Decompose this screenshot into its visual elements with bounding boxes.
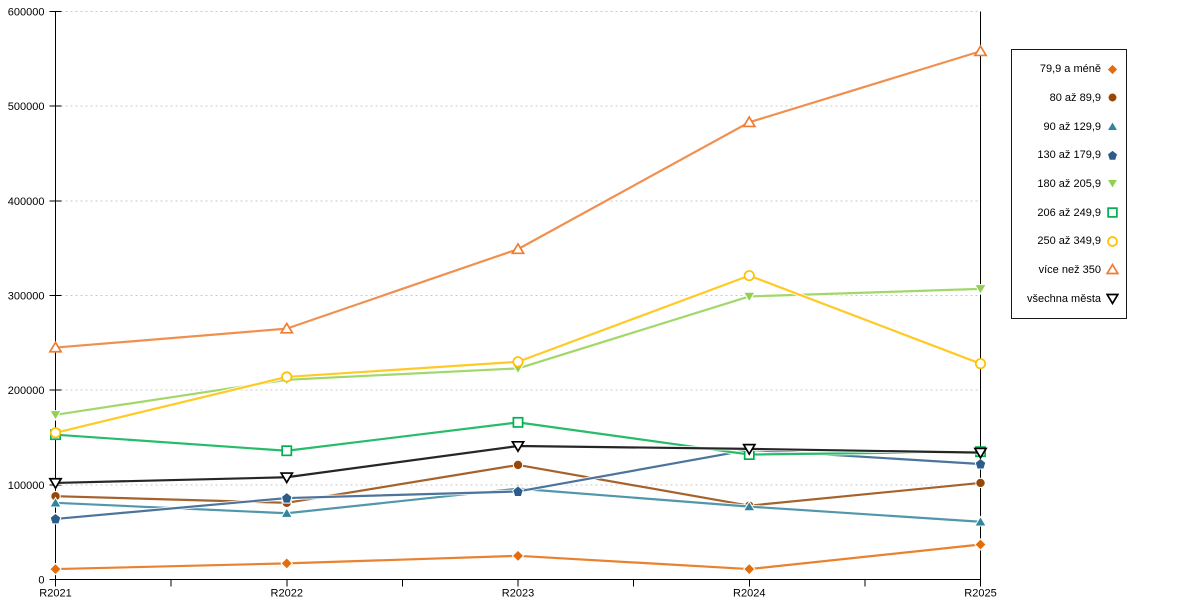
legend-marker-circle-filled-icon (1107, 93, 1118, 103)
data-point-marker (974, 515, 987, 527)
data-point-marker (973, 44, 988, 57)
data-point-marker (510, 440, 526, 453)
data-point-marker (280, 557, 294, 570)
series-8 (48, 440, 988, 490)
x-axis-tick-label: R2023 (502, 588, 534, 600)
legend-item-label: 80 až 89,9 (1049, 91, 1101, 104)
data-point-marker (49, 410, 62, 421)
legend-marker-shape (1106, 63, 1119, 76)
legend-item: 90 až 129,9 (1012, 114, 1126, 140)
data-point-marker (742, 291, 756, 303)
data-point-marker (512, 416, 524, 428)
data-point-marker (742, 500, 756, 512)
data-point-marker (974, 358, 987, 370)
legend-marker-diamond-filled-icon (1106, 63, 1119, 76)
legend-item-label: 250 až 349,9 (1037, 235, 1101, 248)
legend-item: 206 až 249,9 (1012, 200, 1126, 226)
data-point-marker (49, 512, 62, 525)
legend-marker-circle-hollow-icon (1107, 235, 1118, 247)
data-point-marker (512, 356, 524, 368)
series-4 (49, 284, 987, 421)
data-point-marker (49, 427, 62, 439)
data-point-marker (974, 538, 987, 551)
data-point-marker (974, 284, 987, 296)
legend-marker-square-hollow-icon (1107, 207, 1118, 218)
legend-marker-triangle-up-filled-icon (1106, 120, 1119, 132)
series-line (55, 287, 981, 416)
legend-marker-shape (1107, 235, 1118, 247)
data-point-marker (511, 549, 525, 563)
legend-marker-shape (1106, 293, 1119, 306)
legend-marker-triangle-up-hollow-icon (1106, 263, 1119, 275)
x-axis-tick-label: R2025 (964, 588, 996, 600)
legend-marker-triangle-down-hollow-icon (1106, 293, 1119, 306)
legend-item: všechna města (1012, 286, 1126, 312)
data-point-marker (512, 459, 524, 471)
data-point-marker (742, 562, 756, 576)
legend-item: více než 350 (1012, 257, 1126, 283)
legend-item-label: 130 až 179,9 (1037, 149, 1101, 162)
data-point-marker (280, 491, 293, 504)
data-point-marker (279, 472, 294, 485)
data-point-marker (49, 496, 62, 508)
data-point-marker (281, 445, 293, 457)
series-6 (49, 270, 987, 439)
legend-marker-shape (1107, 207, 1118, 218)
legend-item-label: 79,9 a méně (1039, 63, 1101, 76)
legend-item: 250 až 349,9 (1012, 228, 1126, 254)
data-point-marker (973, 447, 988, 460)
y-axis-tick-label: 100000 (8, 480, 45, 492)
axis-labels: 0 100000 200000 300000 400000 500000 600000 R20… (8, 7, 997, 600)
data-point-marker (281, 371, 293, 383)
y-axis-tick-label: 300000 (8, 291, 45, 303)
data-point-marker (48, 340, 63, 353)
legend-marker-triangle-down-filled-icon (1106, 179, 1119, 190)
chart-legend: 79,9 a méně 80 až 89,9 90 až 129,9 130 až 1… (1011, 49, 1127, 319)
legend-marker-shape (1106, 149, 1119, 161)
data-point-marker (280, 507, 294, 518)
data-point-marker (49, 562, 62, 576)
y-axis-tick-label: 500000 (8, 101, 45, 113)
legend-marker-shape (1106, 263, 1119, 275)
y-axis-tick-label: 0 (38, 575, 44, 587)
y-axis-tick-label: 400000 (8, 196, 45, 208)
data-point-marker (742, 443, 757, 456)
x-axis-tick-label: R2022 (271, 588, 303, 600)
legend-marker-shape (1107, 93, 1118, 103)
legend-item-label: všechna města (1027, 292, 1101, 305)
data-point-marker (279, 321, 294, 334)
legend-item: 79,9 a méně (1012, 56, 1126, 82)
series-7 (48, 44, 988, 353)
y-axis-tick-label: 200000 (8, 385, 45, 397)
data-point-marker (510, 242, 526, 255)
data-point-marker (975, 477, 986, 489)
x-axis-tick-label: R2024 (733, 588, 765, 600)
legend-item: 130 až 179,9 (1012, 142, 1126, 168)
data-point-marker (742, 115, 757, 128)
legend-item: 80 až 89,9 (1012, 85, 1126, 111)
data-point-marker (48, 477, 63, 490)
data-point-marker (512, 485, 524, 497)
legend-marker-shape (1106, 179, 1119, 190)
x-axis-tick-label: R2021 (39, 588, 71, 600)
legend-item-label: více než 350 (1038, 263, 1101, 276)
series-0 (49, 538, 987, 576)
series-5 (50, 416, 986, 460)
y-axis-tick-label: 600000 (8, 7, 45, 19)
legend-item-label: 180 až 205,9 (1037, 177, 1101, 190)
legend-item-label: 90 až 129,9 (1043, 120, 1102, 133)
legend-marker-shape (1106, 120, 1119, 132)
data-point-marker (743, 270, 755, 282)
legend-marker-pentagon-filled-icon (1106, 149, 1119, 161)
legend-item-label: 206 až 249,9 (1037, 206, 1101, 219)
legend-item: 180 až 205,9 (1012, 171, 1126, 197)
series-line (55, 274, 981, 434)
data-point-marker (974, 457, 987, 470)
